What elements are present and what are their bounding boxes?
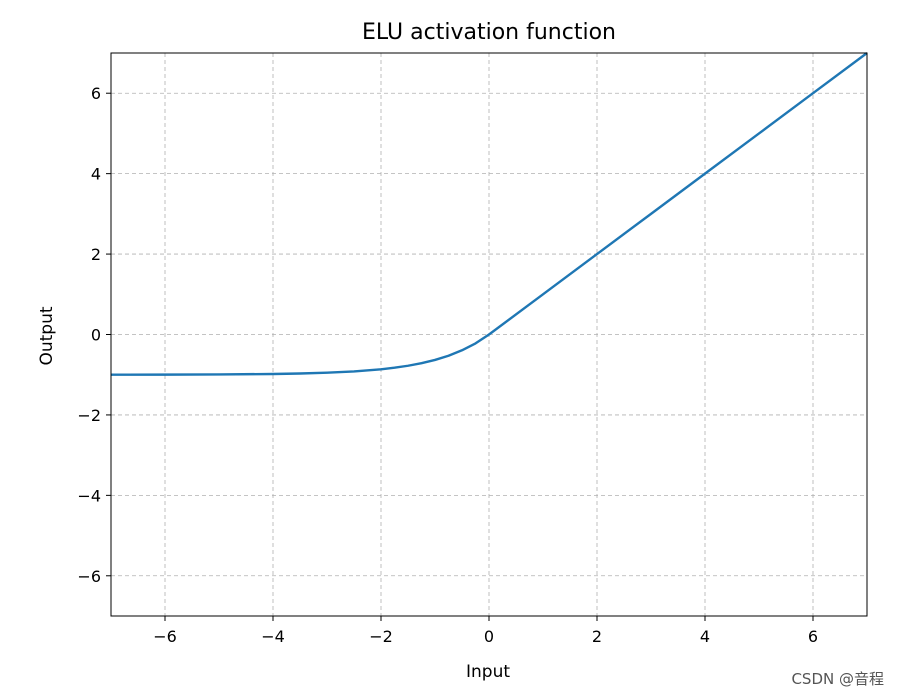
y-tick-label: −2	[77, 406, 101, 425]
grid-layer	[111, 53, 867, 616]
x-tick-label: 0	[484, 627, 494, 646]
line-layer	[110, 52, 868, 376]
watermark: CSDN @音程	[791, 670, 884, 688]
tick-layer: −6 −4 −2 0 2 4 6 −6 −4 −2 0 2 4 6	[77, 84, 818, 646]
x-tick-label: −4	[261, 627, 285, 646]
chart-title: ELU activation function	[362, 20, 616, 45]
y-tick-label: 0	[91, 326, 101, 345]
y-tick-label: 2	[91, 245, 101, 264]
x-tick-label: −2	[369, 627, 393, 646]
y-tick-label: −4	[77, 486, 101, 505]
x-tick-label: −6	[153, 627, 177, 646]
y-tick-label: 4	[91, 165, 101, 184]
series-line	[110, 52, 868, 376]
y-tick-label: −6	[77, 567, 101, 586]
x-tick-label: 6	[808, 627, 818, 646]
y-tick-label: 6	[91, 84, 101, 103]
y-axis-label: Output	[37, 306, 57, 365]
x-tick-label: 2	[592, 627, 602, 646]
x-tick-label: 4	[700, 627, 710, 646]
x-axis-label: Input	[466, 662, 510, 682]
